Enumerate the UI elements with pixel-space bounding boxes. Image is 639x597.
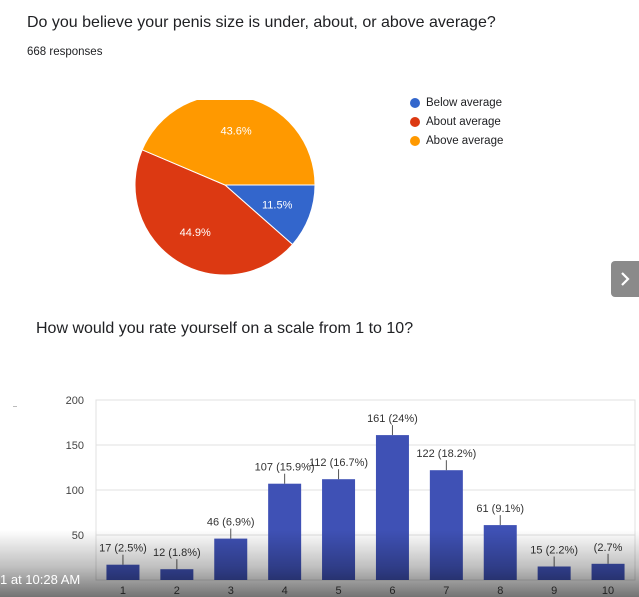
x-tick-2: 2 xyxy=(174,585,180,597)
data-label-1: 17 (2.5%) xyxy=(99,543,147,555)
data-label-8: 61 (9.1%) xyxy=(476,503,524,515)
data-label-4: 107 (15.9%) xyxy=(255,462,315,474)
bar-chart: 50 100 150 200 17 (2.5%) 1 12 (1.8%) 2 46 (6.9%)… xyxy=(66,395,636,597)
data-label-6: 161 (24%) xyxy=(367,413,418,425)
y-tick-150: 150 xyxy=(66,440,84,452)
bar-8[interactable] xyxy=(483,525,517,580)
data-label-7: 122 (18.2%) xyxy=(416,448,476,460)
legend-label-below: Below average xyxy=(426,96,503,109)
x-tick-9: 9 xyxy=(551,585,557,597)
data-label-10: (2.7% xyxy=(594,542,623,554)
pie-slice-about[interactable] xyxy=(134,149,294,276)
x-tick-8: 8 xyxy=(497,585,503,597)
bar-7[interactable] xyxy=(429,470,463,580)
pie-label-above: 43.6% xyxy=(220,125,251,137)
pie-label-about: 44.9% xyxy=(180,227,211,239)
y-tick-200: 200 xyxy=(66,395,84,407)
legend-label-about: About average xyxy=(426,115,501,128)
pie-slice-below[interactable] xyxy=(223,184,316,246)
question-2-title: How would you rate yourself on a scale f… xyxy=(36,320,414,337)
timestamp-text: 1 at 10:28 AM xyxy=(0,572,81,587)
y-tick-100: 100 xyxy=(66,485,84,497)
x-tick-7: 7 xyxy=(443,585,449,597)
x-tick-4: 4 xyxy=(282,585,288,597)
legend-label-above: Above average xyxy=(426,134,504,147)
bar-5[interactable] xyxy=(322,479,356,580)
legend-item-about[interactable]: About average xyxy=(410,112,503,131)
pie-label-below: 11.5% xyxy=(262,200,293,212)
data-label-5: 112 (16.7%) xyxy=(309,457,368,469)
bar-10[interactable] xyxy=(591,563,625,580)
legend-dot-below xyxy=(410,97,420,108)
pie-slice-above[interactable] xyxy=(141,100,316,186)
data-label-9: 15 (2.2%) xyxy=(530,545,578,557)
legend-item-above[interactable]: Above average xyxy=(410,131,503,150)
pie-chart: 11.5% 44.9% 43.6% xyxy=(134,100,316,276)
bar-4[interactable] xyxy=(268,483,302,580)
x-tick-1: 1 xyxy=(120,585,126,597)
bar-2[interactable] xyxy=(160,569,194,580)
y-tick-50: 50 xyxy=(72,530,84,542)
x-tick-6: 6 xyxy=(389,585,395,597)
pie-legend: Below average About average Above averag… xyxy=(410,93,503,150)
data-label-2: 12 (1.8%) xyxy=(153,547,201,559)
response-count: 668 responses xyxy=(27,46,103,58)
next-chevron-button[interactable] xyxy=(611,261,639,297)
bar-1[interactable] xyxy=(106,564,140,580)
legend-item-below[interactable]: Below average xyxy=(410,93,503,112)
question-1-title: Do you believe your penis size is under,… xyxy=(27,14,496,31)
legend-dot-above xyxy=(410,135,420,146)
bar-9[interactable] xyxy=(537,566,571,581)
x-tick-3: 3 xyxy=(228,585,234,597)
divider-tick xyxy=(13,406,17,407)
bar-3[interactable] xyxy=(214,538,248,580)
chevron-right-icon xyxy=(621,272,630,286)
legend-dot-about xyxy=(410,116,420,127)
data-label-3: 46 (6.9%) xyxy=(207,517,255,529)
bar-6[interactable] xyxy=(375,435,409,580)
x-tick-5: 5 xyxy=(335,585,341,597)
x-tick-10: 10 xyxy=(602,585,614,597)
